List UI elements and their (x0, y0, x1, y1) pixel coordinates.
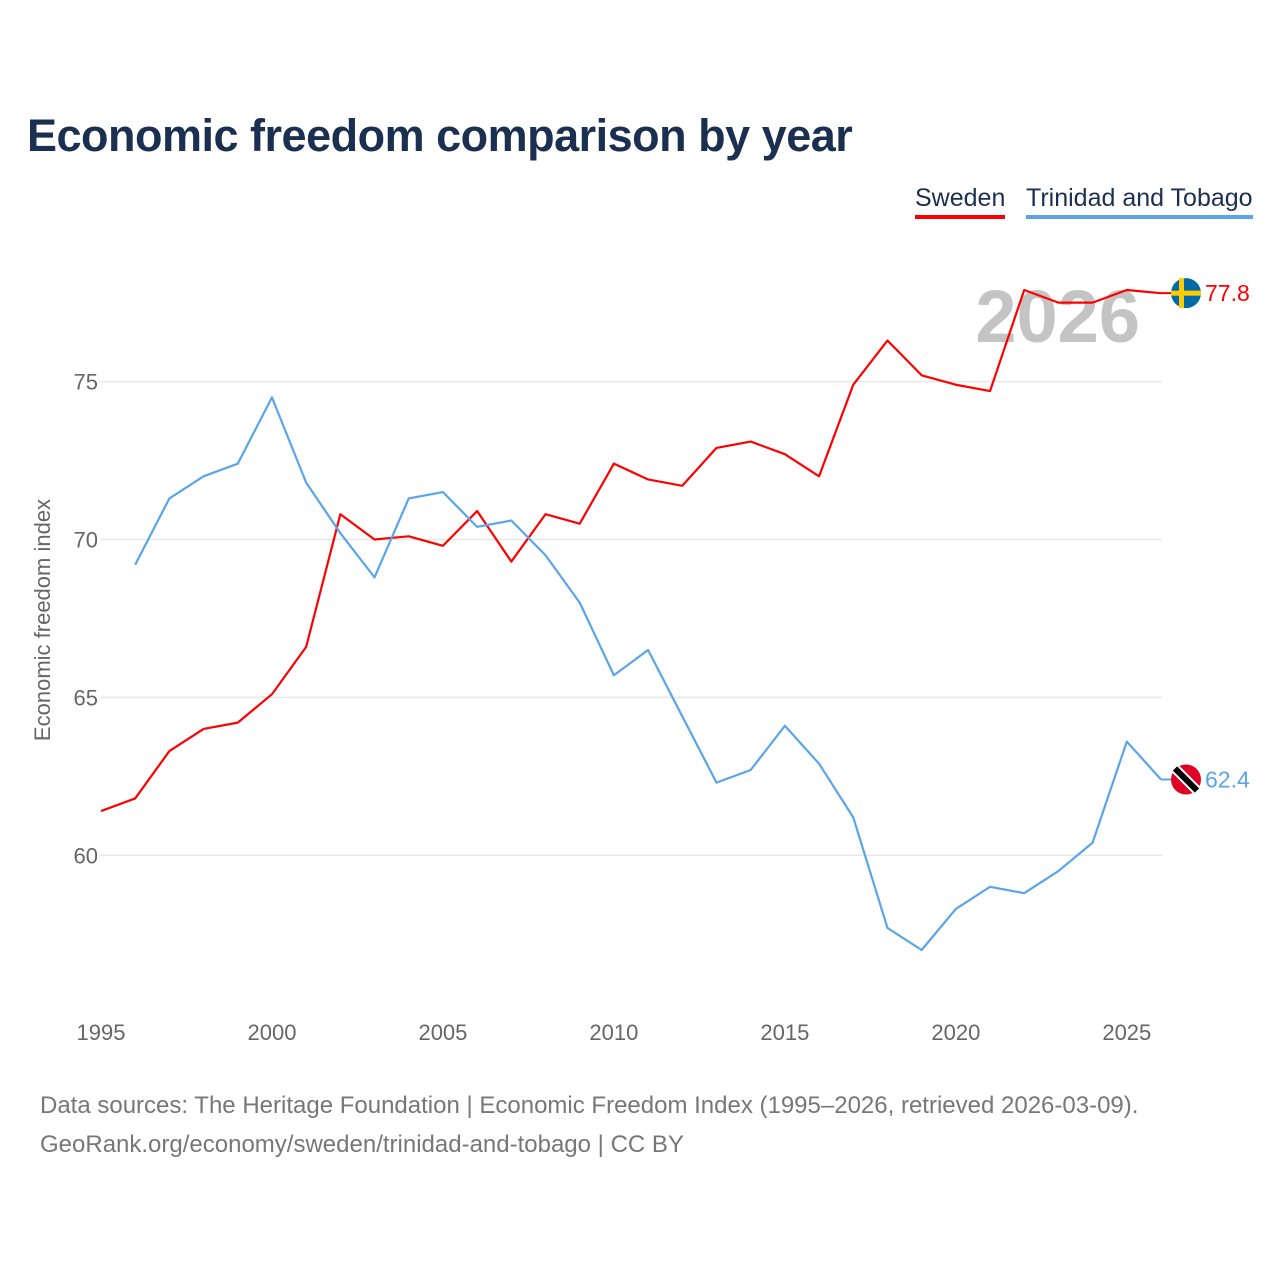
y-tick-label: 60 (74, 843, 98, 868)
legend-item-trinidad-and-tobago[interactable]: Trinidad and Tobago (1026, 184, 1253, 219)
x-tick-label: 2005 (418, 1020, 467, 1045)
year-watermark: 2026 (975, 275, 1140, 358)
chart-title: Economic freedom comparison by year (27, 110, 853, 161)
data-source-text: Data sources: The Heritage Foundation | … (40, 1092, 1139, 1119)
y-tick-label: 75 (74, 370, 98, 395)
end-value-label: 77.8 (1205, 280, 1250, 306)
source-url-text: GeoRank.org/economy/sweden/trinidad-and-… (40, 1131, 684, 1158)
x-tick-label: 2025 (1102, 1020, 1151, 1045)
x-tick-label: 2015 (760, 1020, 809, 1045)
x-tick-label: 2010 (589, 1020, 638, 1045)
legend-item-sweden[interactable]: Sweden (915, 184, 1006, 219)
series-line-trinidad-and-tobago (134, 396, 1162, 952)
y-axis-title: Economic freedom index (30, 499, 55, 741)
x-tick-label: 2000 (247, 1020, 296, 1045)
x-tick-label: 2020 (931, 1020, 980, 1045)
y-tick-label: 65 (74, 685, 98, 710)
y-tick-label: 70 (74, 527, 98, 552)
x-tick-label: 1995 (77, 1020, 126, 1045)
end-value-label: 62.4 (1205, 766, 1250, 792)
series-line-sweden (100, 288, 1162, 813)
flag-band (1172, 766, 1200, 793)
flag-cross (1171, 290, 1201, 296)
footer: Data sources: The Heritage Foundation | … (40, 1086, 1138, 1164)
